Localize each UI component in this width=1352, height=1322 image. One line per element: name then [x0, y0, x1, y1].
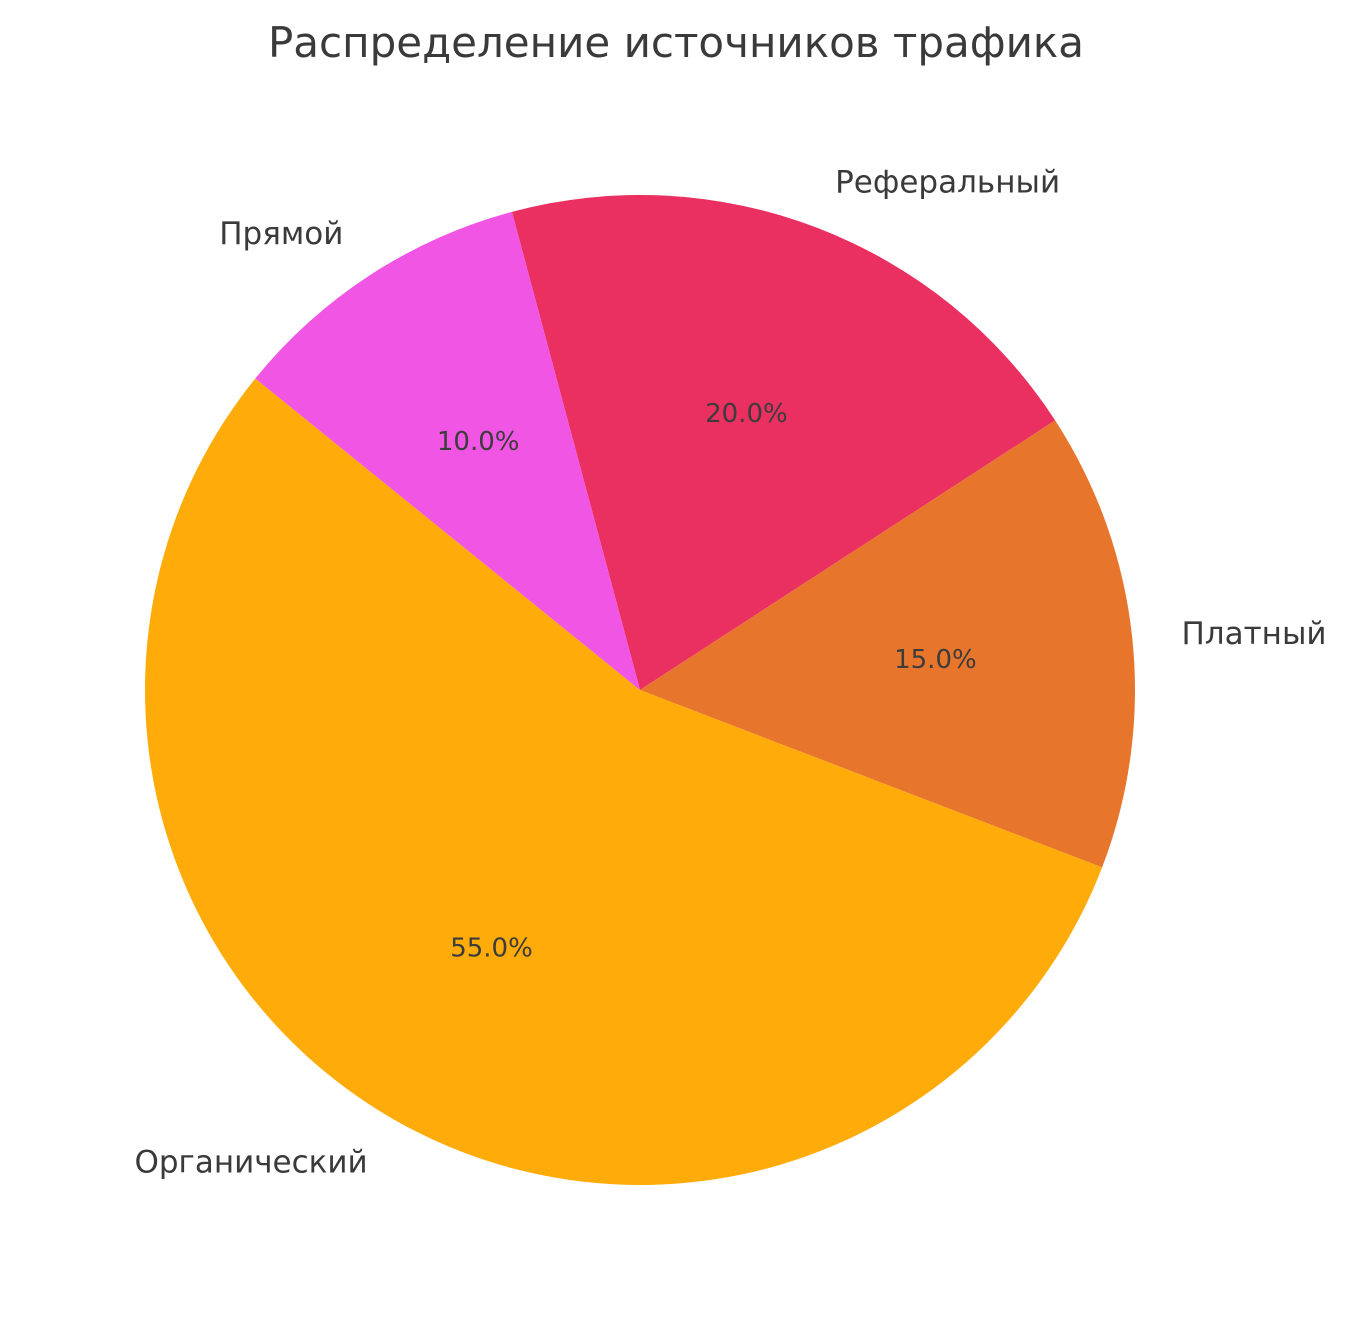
pct-label-3: 10.0%: [437, 427, 520, 457]
pie-slice-3: [255, 211, 640, 690]
pie-slice-1: [640, 420, 1135, 868]
slice-label-0: Реферальный: [835, 165, 1060, 201]
pie-slice-2: [144, 378, 1103, 1186]
slice-label-2: Органический: [134, 1144, 367, 1180]
pct-label-1: 15.0%: [894, 645, 977, 675]
pie-slice-0: [511, 195, 1056, 690]
slice-label-3: Прямой: [219, 216, 343, 252]
pct-label-0: 20.0%: [705, 399, 788, 429]
pct-label-2: 55.0%: [450, 933, 533, 963]
chart-title: Распределение источников трафика: [267, 18, 1085, 67]
slice-label-1: Платный: [1182, 616, 1327, 652]
